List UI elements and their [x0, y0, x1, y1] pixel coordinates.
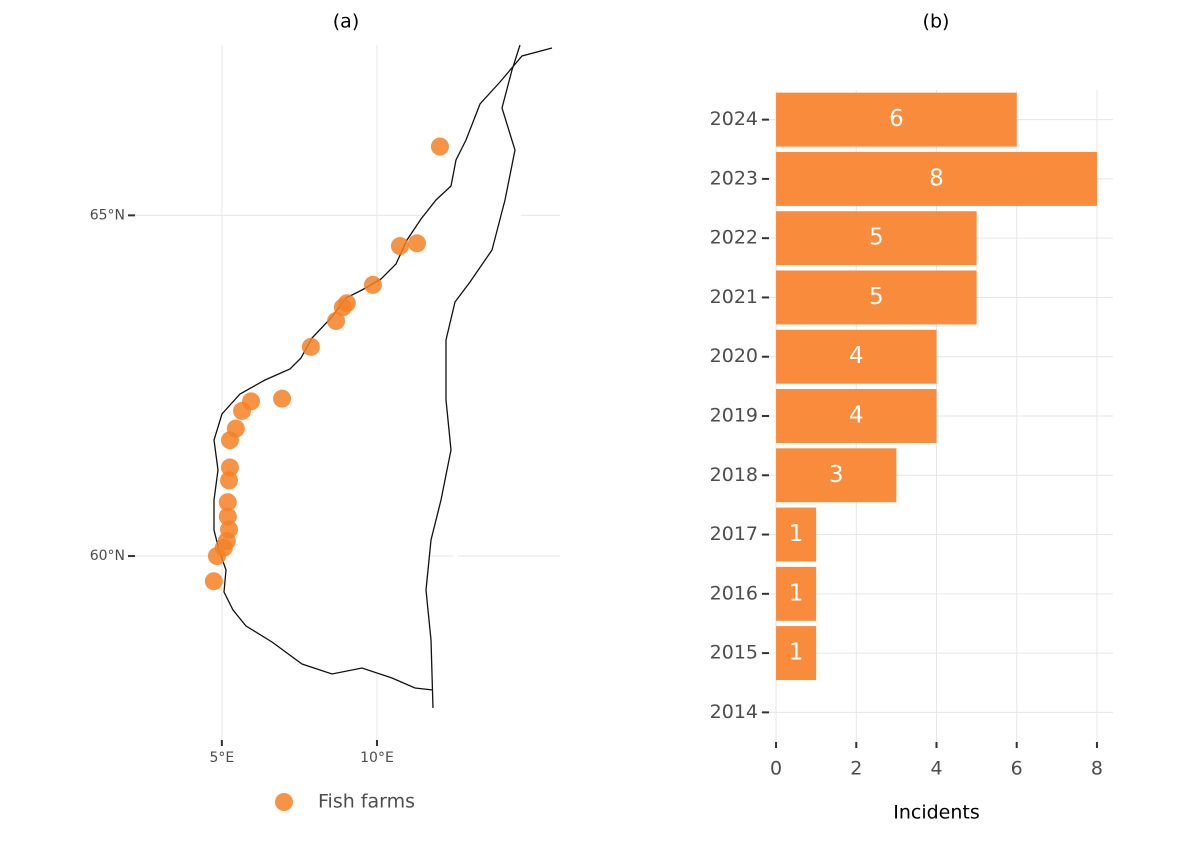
bar-value-label: 1: [789, 521, 804, 547]
fish-farm-point: [207, 547, 226, 566]
bar: [776, 389, 937, 443]
legend-swatch: [275, 793, 293, 811]
y-tick-label: 2014: [710, 701, 758, 723]
y-tick-label: 2019: [710, 405, 758, 427]
bar: [776, 566, 817, 621]
fish-farm-point: [233, 401, 252, 420]
panel-title: (a): [333, 11, 359, 33]
y-tick-label: 2016: [710, 582, 758, 604]
legend-label: Fish farms: [318, 791, 415, 813]
fish-farm-point: [390, 237, 409, 256]
bar-value-label: 6: [889, 106, 904, 132]
bar: [776, 626, 817, 681]
fish-farm-point: [333, 298, 352, 317]
bar: [776, 151, 1097, 206]
bar-value-label: 4: [849, 343, 864, 369]
bar-value-label: 4: [849, 403, 864, 429]
y-tick-label: 2021: [710, 286, 758, 308]
fish-farm-point: [301, 337, 320, 356]
fish-farm-point: [363, 275, 382, 294]
x-tick-label: 2: [850, 758, 862, 780]
fish-farm-point: [273, 389, 292, 408]
bar: [776, 211, 977, 266]
x-tick-label: 0: [770, 758, 782, 780]
bar-value-label: 5: [869, 225, 884, 251]
y-tick-label: 2022: [710, 227, 758, 249]
bar: [776, 329, 937, 384]
x-axis-title: Incidents: [893, 802, 980, 824]
fish-farm-point: [218, 493, 237, 512]
coastline: [213, 44, 553, 709]
y-tick-label: 2024: [710, 108, 758, 130]
bar: [776, 92, 1017, 147]
y-tick-label: 2015: [710, 642, 758, 664]
x-tick-label: 8: [1091, 758, 1103, 780]
y-tick-label: 2017: [710, 523, 758, 545]
bar: [776, 507, 817, 562]
x-tick-label: 10°E: [360, 750, 394, 766]
fish-farm-point: [220, 458, 239, 477]
x-tick-label: 4: [930, 758, 942, 780]
bar-value-label: 3: [829, 462, 844, 488]
x-tick-label: 6: [1011, 758, 1023, 780]
fish-farm-point: [430, 137, 449, 156]
y-tick-label: 2018: [710, 464, 758, 486]
fish-farm-point: [327, 311, 346, 330]
bar-value-label: 5: [869, 284, 884, 310]
fish-farm-point: [218, 507, 237, 526]
x-tick-label: 5°E: [209, 750, 234, 766]
y-tick-label: 60°N: [90, 548, 125, 564]
y-tick-label: 2023: [710, 167, 758, 189]
bar-value-label: 1: [789, 580, 804, 606]
bar-value-label: 1: [789, 640, 804, 666]
bar: [776, 270, 977, 325]
y-tick-label: 2020: [710, 345, 758, 367]
panel-title: (b): [923, 11, 950, 33]
fish-farm-point: [204, 572, 223, 591]
fish-farm-point: [220, 431, 239, 450]
bar: [776, 448, 897, 503]
bar-value-label: 8: [929, 165, 944, 191]
fish-farm-point: [407, 234, 426, 253]
fish-farm-point: [219, 471, 238, 490]
y-tick-label: 65°N: [90, 207, 125, 223]
